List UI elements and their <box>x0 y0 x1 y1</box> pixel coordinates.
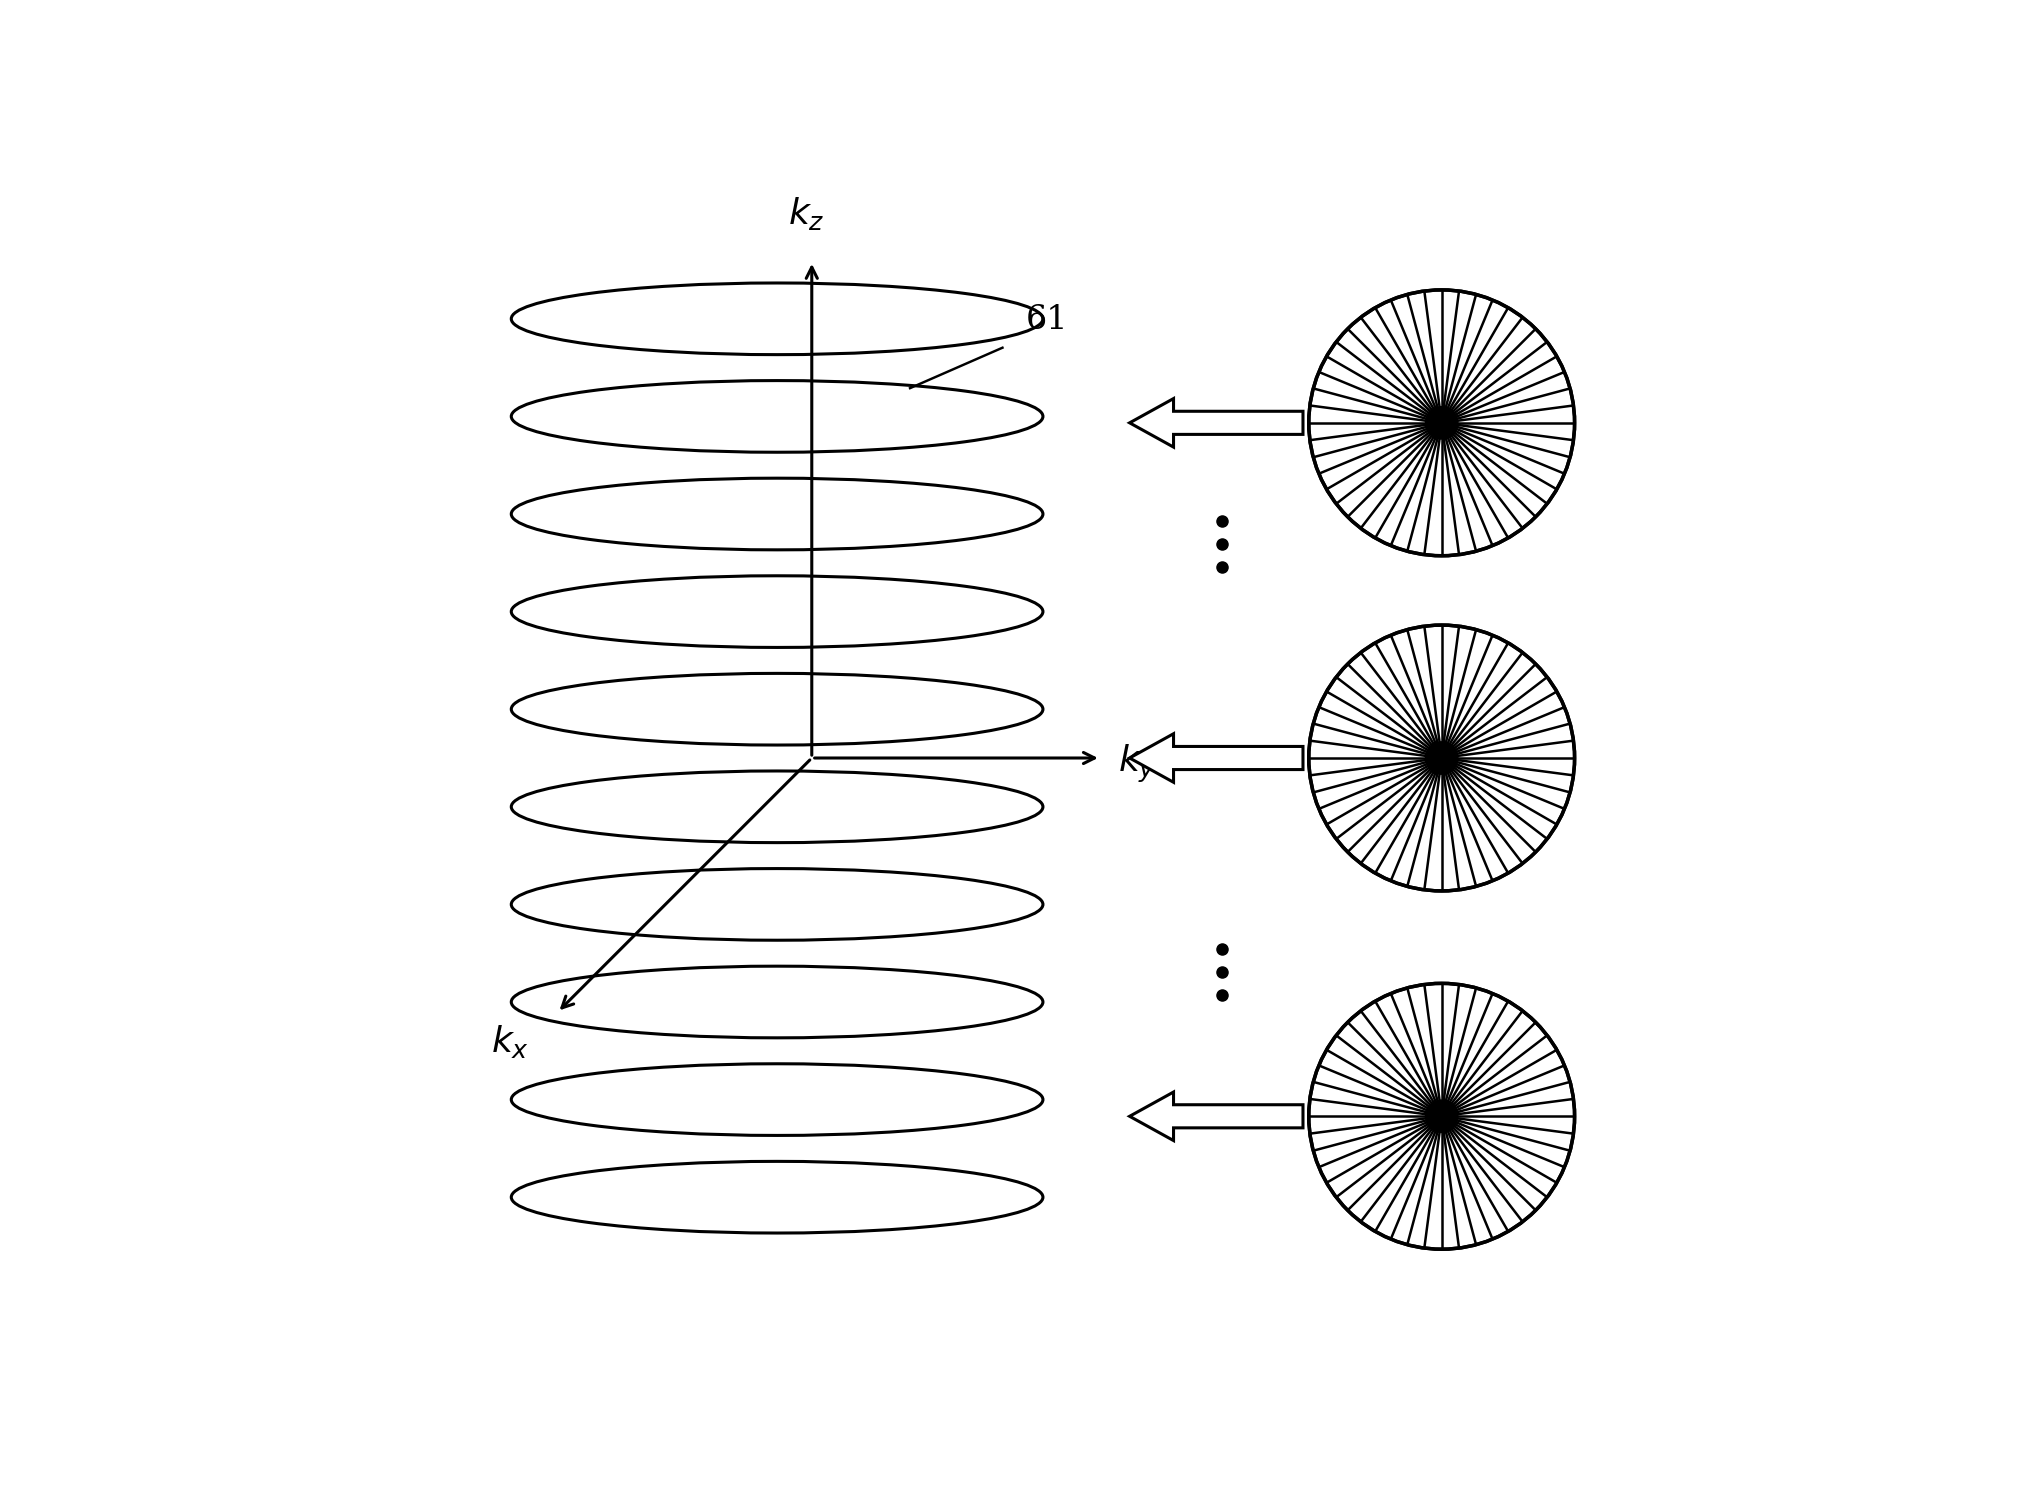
Circle shape <box>1424 1100 1457 1132</box>
Text: $k_x$: $k_x$ <box>490 1022 529 1060</box>
FancyArrow shape <box>1129 1093 1302 1141</box>
Ellipse shape <box>1309 983 1575 1249</box>
Circle shape <box>1424 741 1457 775</box>
Text: $k_z$: $k_z$ <box>788 195 824 233</box>
Circle shape <box>1424 407 1457 438</box>
Ellipse shape <box>1309 624 1575 892</box>
Ellipse shape <box>1309 290 1575 555</box>
FancyArrow shape <box>1129 399 1302 447</box>
FancyArrow shape <box>1129 734 1302 782</box>
Text: $k_y$: $k_y$ <box>1117 743 1156 785</box>
Text: 61: 61 <box>1026 305 1068 336</box>
